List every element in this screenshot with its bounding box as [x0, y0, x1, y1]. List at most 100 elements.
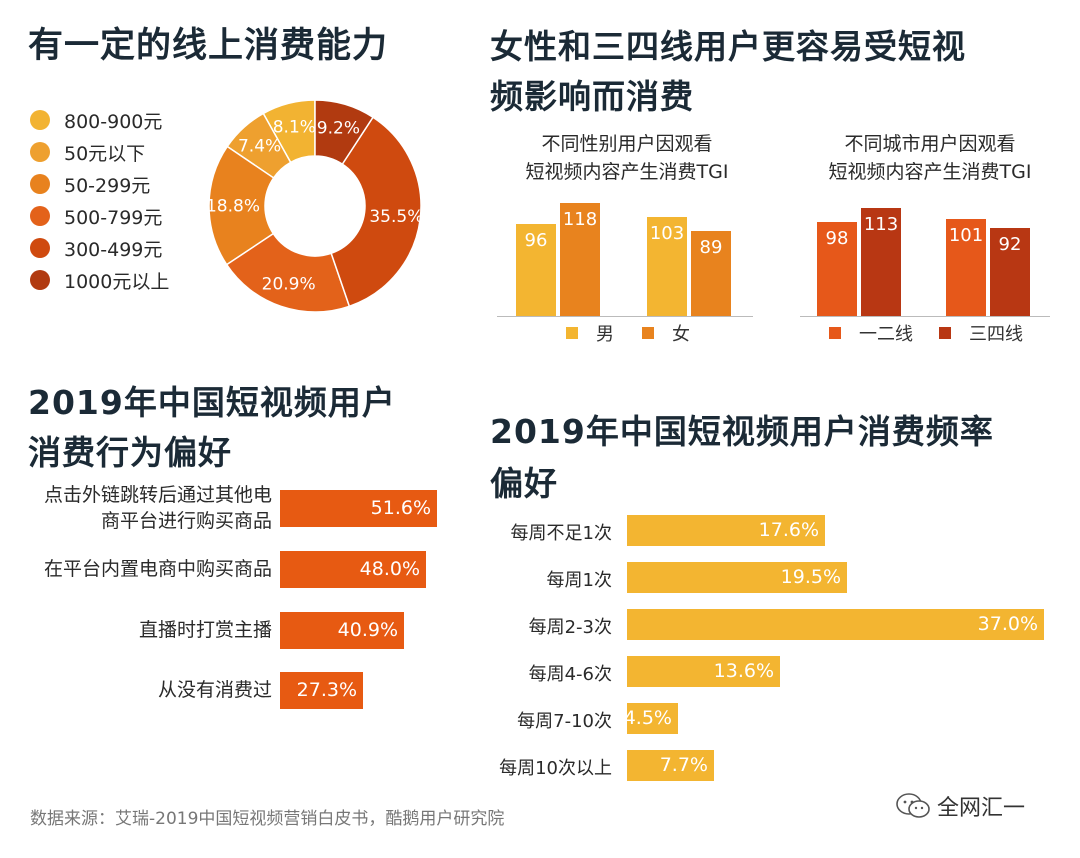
behavior-bar: 40.9%	[280, 612, 404, 649]
frequency-category-label: 每周1次	[546, 570, 612, 591]
legend-dot	[30, 206, 50, 226]
brand-name: 全网汇一	[937, 796, 1026, 821]
gender-subtitle-line2: 短视频内容产生消费TGI	[525, 161, 729, 183]
legend-dot	[30, 238, 50, 258]
tgi-title-line1: 女性和三四线用户更容易受短视	[490, 27, 966, 66]
tgi-title-line2: 频影响而消费	[490, 77, 694, 116]
behavior-category-line: 点击外链跳转后通过其他电	[43, 484, 272, 506]
city_tgi-value-label: 92	[998, 234, 1022, 255]
gender_tgi-axis	[497, 316, 753, 317]
behavior-bar: 48.0%	[280, 551, 426, 588]
frequency-bar: 4.5%	[623, 703, 678, 734]
legend-dot	[30, 142, 50, 162]
tgi-title: 女性和三四线用户更容易受短视 频影响而消费	[490, 22, 1050, 122]
legend-label: 一二线	[859, 324, 913, 345]
behavior-value-label: 27.3%	[296, 679, 357, 701]
frequency-bar: 7.7%	[627, 750, 714, 781]
legend-swatch	[566, 327, 578, 339]
brand: 全网汇一	[895, 790, 1025, 822]
behavior-category-line: 从没有消费过	[157, 679, 272, 701]
legend-label: 300-499元	[64, 238, 163, 261]
frequency-title: 2019年中国短视频用户消费频率 偏好	[490, 406, 1060, 510]
behavior-bar: 51.6%	[280, 490, 437, 527]
legend-swatch	[642, 327, 654, 339]
city_tgi-legend-item: 三四线	[939, 321, 1023, 345]
behavior-category-line: 直播时打赏主播	[138, 619, 272, 641]
legend-item: 50-299元	[30, 170, 150, 198]
legend-label: 50-299元	[64, 174, 151, 197]
legend-label: 500-799元	[64, 206, 163, 229]
frequency-title-line1: 2019年中国短视频用户消费频率	[490, 412, 994, 451]
behavior-category-line: 在平台内置电商中购买商品	[43, 558, 272, 580]
behavior-category-label: 在平台内置电商中购买商品	[44, 556, 272, 582]
frequency-bar: 37.0%	[627, 609, 1044, 640]
frequency-value-label: 4.5%	[623, 707, 672, 729]
behavior-category-line: 商平台进行购买商品	[100, 510, 272, 532]
legend-label: 男	[596, 324, 614, 345]
pie-label-5: 9.2%	[317, 118, 360, 138]
legend-item: 1000元以上	[30, 266, 169, 294]
city_tgi-bar	[990, 228, 1030, 316]
pie-label-4: 35.5%	[369, 207, 423, 227]
frequency-category-label: 每周不足1次	[510, 523, 612, 544]
city_tgi-value-label: 113	[863, 214, 899, 235]
frequency-value-label: 13.6%	[713, 660, 774, 682]
pie-label-0: 8.1%	[273, 118, 316, 138]
city_tgi-axis	[800, 316, 1050, 317]
pie-slice-3	[225, 232, 351, 313]
behavior-title-line2: 消费行为偏好	[28, 433, 232, 472]
behavior-bar: 27.3%	[280, 672, 363, 709]
legend-item: 300-499元	[30, 234, 162, 262]
pie-label-3: 20.9%	[262, 275, 316, 295]
gender_tgi-value-label: 118	[562, 209, 598, 230]
legend-dot	[30, 270, 50, 290]
city_tgi-value-label: 98	[825, 228, 849, 249]
behavior-category-label: 从没有消费过	[158, 677, 272, 703]
gender-tgi-subtitle: 不同性别用户因观看 短视频内容产生消费TGI	[482, 130, 772, 186]
legend-item: 500-799元	[30, 202, 162, 230]
behavior-value-label: 48.0%	[359, 558, 420, 580]
city_tgi-legend-item: 一二线	[829, 321, 913, 345]
gender_tgi-bar	[560, 203, 600, 316]
frequency-value-label: 17.6%	[758, 519, 819, 541]
behavior-value-label: 40.9%	[337, 619, 398, 641]
pie-label-1: 7.4%	[238, 137, 281, 157]
frequency-bar: 19.5%	[627, 562, 847, 593]
donut-chart: 8.1%7.4% 18.8% 20.9% 35.5% 9.2%	[206, 99, 423, 313]
gender_tgi-value-label: 89	[699, 237, 723, 258]
city_tgi-bar	[817, 222, 857, 316]
behavior-value-label: 51.6%	[370, 497, 431, 519]
legend-label: 800-900元	[64, 110, 163, 133]
frequency-bar: 13.6%	[627, 656, 780, 687]
consumption-ability-title: 有一定的线上消费能力	[28, 26, 389, 66]
wechat-icon	[896, 793, 930, 818]
city_tgi-bar	[946, 219, 986, 316]
frequency-value-label: 19.5%	[780, 566, 841, 588]
behavior-title-line1: 2019年中国短视频用户	[28, 383, 396, 422]
frequency-category-label: 每周10次以上	[499, 758, 612, 779]
city-subtitle-line1: 不同城市用户因观看	[844, 133, 1016, 155]
behavior-category-label: 直播时打赏主播	[139, 617, 272, 643]
behavior-category-label: 点击外链跳转后通过其他电商平台进行购买商品	[44, 482, 272, 534]
legend-item: 800-900元	[30, 106, 162, 134]
gender-subtitle-line1: 不同性别用户因观看	[541, 133, 713, 155]
frequency-value-label: 7.7%	[659, 754, 708, 776]
frequency-bar: 17.6%	[627, 515, 825, 546]
data-source: 数据来源：艾瑞-2019中国短视频营销白皮书，酷鹅用户研究院	[30, 809, 505, 829]
pie-label-2: 18.8%	[206, 197, 260, 217]
pie-slice-4	[330, 116, 422, 308]
gender_tgi-value-label: 96	[524, 230, 548, 251]
legend-item: 50元以下	[30, 138, 145, 166]
frequency-title-line2: 偏好	[490, 464, 558, 503]
behavior-title: 2019年中国短视频用户 消费行为偏好	[28, 378, 468, 478]
pie-slice-5	[314, 99, 375, 166]
city-subtitle-line2: 短视频内容产生消费TGI	[828, 161, 1032, 183]
frequency-value-label: 37.0%	[977, 613, 1038, 635]
gender_tgi-legend-item: 女	[642, 321, 690, 345]
legend-dot	[30, 110, 50, 130]
gender_tgi-value-label: 103	[649, 223, 685, 244]
frequency-category-label: 每周2-3次	[528, 617, 612, 638]
city_tgi-bar	[861, 208, 901, 316]
legend-dot	[30, 174, 50, 194]
frequency-category-label: 每周7-10次	[517, 711, 612, 732]
